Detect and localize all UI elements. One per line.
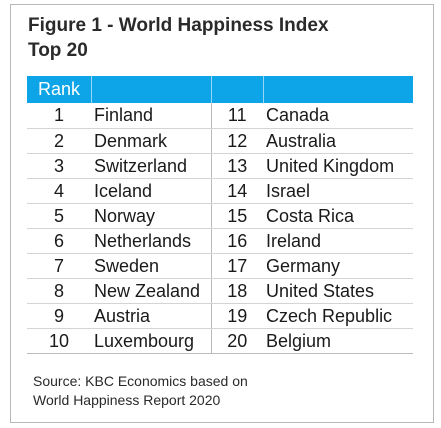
- country-cell: Belgium: [263, 328, 413, 354]
- rank-cell: 10: [27, 328, 91, 354]
- country-cell: Germany: [263, 253, 413, 279]
- rank-cell: 13: [211, 153, 263, 179]
- table-row: 6 Netherlands 16 Ireland: [27, 228, 413, 254]
- figure-title: Figure 1 - World Happiness Index Top 20: [28, 13, 329, 63]
- figure-title-line2: Top 20: [28, 40, 88, 61]
- country-cell: Netherlands: [91, 228, 212, 254]
- country-cell: Ireland: [263, 228, 413, 254]
- country-cell: New Zealand: [91, 278, 212, 304]
- source-note: Source: KBC Economics based on World Hap…: [33, 372, 248, 410]
- rank-cell: 9: [27, 303, 91, 329]
- country-cell: Switzerland: [91, 153, 212, 179]
- header-cell-empty: [211, 76, 264, 103]
- country-cell: United Kingdom: [263, 153, 413, 179]
- country-cell: United States: [263, 278, 413, 304]
- rank-cell: 4: [27, 178, 91, 204]
- country-cell: Czech Republic: [263, 303, 413, 329]
- rank-cell: 12: [211, 128, 263, 154]
- country-cell: Luxembourg: [91, 328, 212, 354]
- rank-cell: 3: [27, 153, 91, 179]
- rank-cell: 15: [211, 203, 263, 229]
- table-row: 10 Luxembourg 20 Belgium: [27, 328, 413, 354]
- table-row: 2 Denmark 12 Australia: [27, 128, 413, 154]
- country-cell: Costa Rica: [263, 203, 413, 229]
- header-cell-empty: [263, 76, 413, 103]
- table-header-row: Rank: [27, 76, 413, 103]
- header-cell-empty: [91, 76, 212, 103]
- table-row: 7 Sweden 17 Germany: [27, 253, 413, 279]
- table-row: 9 Austria 19 Czech Republic: [27, 303, 413, 329]
- rank-cell: 2: [27, 128, 91, 154]
- rank-cell: 19: [211, 303, 263, 329]
- rank-table: Rank 1 Finland 11 Canada 2 Denmark 12 Australia…: [27, 76, 413, 354]
- source-line2: World Happiness Report 2020: [33, 392, 221, 408]
- rank-cell: 7: [27, 253, 91, 279]
- rank-cell: 17: [211, 253, 263, 279]
- rank-header: Rank: [27, 76, 92, 103]
- rank-cell: 8: [27, 278, 91, 304]
- table-row: 5 Norway 15 Costa Rica: [27, 203, 413, 229]
- country-cell: Iceland: [91, 178, 212, 204]
- table-row: 3 Switzerland 13 United Kingdom: [27, 153, 413, 179]
- country-cell: Canada: [263, 103, 413, 129]
- rank-cell: 14: [211, 178, 263, 204]
- country-cell: Finland: [91, 103, 212, 129]
- table-row: 1 Finland 11 Canada: [27, 103, 413, 129]
- rank-cell: 16: [211, 228, 263, 254]
- table-row: 8 New Zealand 18 United States: [27, 278, 413, 304]
- country-cell: Sweden: [91, 253, 212, 279]
- country-cell: Israel: [263, 178, 413, 204]
- source-line1: Source: KBC Economics based on: [33, 373, 248, 389]
- rank-cell: 1: [27, 103, 91, 129]
- rank-table-body: 1 Finland 11 Canada 2 Denmark 12 Australia 3 Swit…: [27, 103, 413, 354]
- country-cell: Austria: [91, 303, 212, 329]
- country-cell: Norway: [91, 203, 212, 229]
- rank-cell: 11: [211, 103, 263, 129]
- country-cell: Denmark: [91, 128, 212, 154]
- figure-title-line1: Figure 1 - World Happiness Index: [28, 15, 329, 36]
- table-row: 4 Iceland 14 Israel: [27, 178, 413, 204]
- country-cell: Australia: [263, 128, 413, 154]
- rank-cell: 18: [211, 278, 263, 304]
- rank-cell: 6: [27, 228, 91, 254]
- rank-cell: 20: [211, 328, 263, 354]
- rank-cell: 5: [27, 203, 91, 229]
